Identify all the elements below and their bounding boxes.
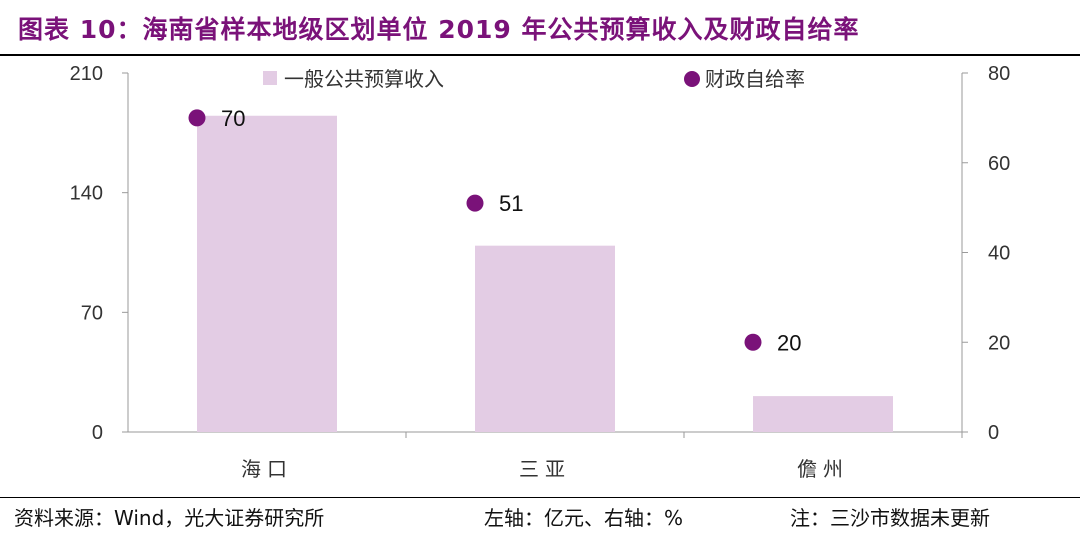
dot-data-label: 70	[221, 106, 245, 131]
bar-revenue-1	[475, 245, 615, 432]
footer-axis-note: 左轴：亿元、右轴：%	[484, 506, 684, 530]
left-tick-label: 70	[81, 302, 103, 324]
right-tick-label: 60	[988, 153, 1010, 175]
footer-note: 注：三沙市数据未更新	[790, 506, 990, 530]
right-tick-label: 40	[988, 243, 1010, 265]
x-category-label: 儋州	[797, 457, 849, 481]
dot-self-sufficiency-1	[466, 194, 484, 212]
left-tick-label: 210	[70, 63, 103, 85]
left-tick-label: 140	[70, 183, 103, 205]
legend-dot-label: 财政自给率	[705, 67, 805, 91]
legend-bar-label: 一般公共预算收入	[284, 67, 444, 91]
bar-revenue-0	[197, 115, 337, 432]
right-tick-label: 20	[988, 332, 1010, 354]
title-divider	[0, 54, 1080, 56]
x-category-label: 三亚	[519, 457, 571, 481]
chart-area: 0 70 140 210 0 20 40 60 80 70 海口 51 三亚 20 儋州 一般公共预算收入 财政…	[70, 63, 1011, 481]
left-tick-label: 0	[92, 422, 103, 444]
footer-source: 资料来源：Wind，光大证券研究所	[14, 506, 325, 530]
chart-title: 图表 10：海南省样本地级区划单位 2019 年公共预算收入及财政自给率	[18, 15, 860, 44]
footer-divider	[0, 497, 1080, 498]
right-tick-label: 80	[988, 63, 1010, 85]
bar-revenue-2	[753, 396, 893, 432]
dot-data-label: 51	[499, 191, 523, 216]
legend-dot-swatch	[684, 71, 700, 87]
dot-self-sufficiency-2	[744, 333, 762, 351]
x-category-label: 海口	[241, 457, 293, 481]
legend-bar-swatch	[263, 71, 277, 85]
right-tick-label: 0	[988, 422, 999, 444]
dot-data-label: 20	[777, 330, 801, 355]
dot-self-sufficiency-0	[188, 109, 206, 127]
